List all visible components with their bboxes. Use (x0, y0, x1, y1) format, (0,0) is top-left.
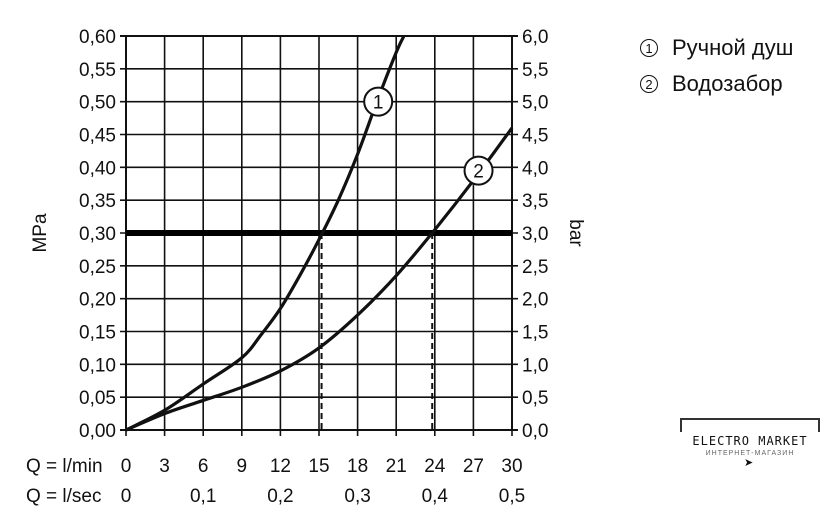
y-tick-label-left: 0,40 (79, 158, 116, 179)
series-label-circle-1 (363, 86, 394, 117)
x-tick-label: 0 (121, 486, 132, 507)
y-tick-label-left: 0,25 (79, 257, 116, 278)
y-axis-title-left: MPa (30, 213, 51, 253)
x-tick-label: 0,1 (190, 486, 216, 507)
series-label-1: 1 (373, 93, 384, 114)
x-tick-label: 30 (501, 456, 522, 477)
legend-label-1: Ручной душ (672, 35, 794, 60)
y-tick-label-left: 0,45 (79, 126, 116, 147)
series-line-2 (125, 126, 514, 432)
x-tick-label: 27 (463, 456, 484, 477)
legend-item-1: 1 Ручной душ (640, 30, 793, 66)
x-row-label: Q = l/min (26, 456, 103, 477)
x-tick-label: 12 (270, 456, 291, 477)
x-tick-label: 0,2 (267, 486, 293, 507)
x-tick-label: 0,4 (422, 486, 449, 507)
y-tick-label-right: 6,0 (522, 27, 548, 48)
pressure-flow-chart: 12 0,00 0,00,05 0,50,10 1,00,15 1,50,20 2,00,… (26, 27, 586, 507)
x-tick-label: 24 (424, 456, 446, 477)
legend: 1 Ручной душ 2 Водозабор (640, 30, 793, 102)
y-tick-label-right: 3,0 (522, 224, 548, 245)
y-tick-label-right: 0,0 (522, 421, 548, 442)
y-tick-label-right: 2,0 (522, 290, 548, 311)
x-row-label: Q = l/sec (26, 486, 102, 507)
x-tick-label: 9 (237, 456, 248, 477)
series-group: 12 (125, 36, 514, 432)
y-tick-label-left: 0,55 (79, 60, 116, 81)
y-tick-label-right: 1,0 (522, 355, 548, 376)
y-tick-label-right: 2,5 (522, 257, 548, 278)
y-tick-label-left: 0,50 (79, 93, 116, 114)
x-tick-label: 0 (121, 456, 132, 477)
x-tick-label: 3 (159, 456, 170, 477)
axis-labels: 0,00 0,00,05 0,50,10 1,00,15 1,50,20 2,00,25 2… (26, 27, 548, 507)
cursor-icon: ➤ (744, 457, 754, 469)
y-tick-label-left: 0,10 (79, 355, 116, 376)
y-tick-label-left: 0,60 (79, 27, 116, 48)
y-tick-label-left: 0,30 (79, 224, 116, 245)
y-tick-label-right: 4,5 (522, 126, 548, 147)
watermark-text: ELECTRO MARKET (692, 434, 808, 448)
y-tick-label-right: 4,0 (522, 158, 548, 179)
y-tick-label-right: 1,5 (522, 323, 548, 344)
y-tick-label-right: 0,5 (522, 388, 548, 409)
y-tick-label-left: 0,35 (79, 191, 116, 212)
reference-line-group (126, 230, 512, 430)
watermark-frame-right (818, 418, 820, 432)
legend-number-1: 1 (640, 39, 658, 57)
watermark-subtext: ИНТЕРНЕТ-МАГАЗИН (705, 450, 795, 457)
watermark-frame-top (680, 418, 820, 420)
y-tick-label-left: 0,05 (79, 388, 116, 409)
legend-item-2: 2 Водозабор (640, 66, 793, 102)
x-tick-label: 0,3 (344, 486, 370, 507)
x-tick-label: 21 (386, 456, 407, 477)
legend-number-2: 2 (640, 75, 658, 93)
watermark-frame-left (680, 418, 682, 432)
legend-label-2: Водозабор (672, 71, 783, 96)
watermark-logo: ELECTRO MARKET ИНТЕРНЕТ-МАГАЗИН ➤ (680, 418, 820, 469)
x-tick-label: 6 (198, 456, 209, 477)
y-tick-label-left: 0,15 (79, 323, 116, 344)
y-axis-title-right: bar (565, 219, 586, 247)
series-label-circle-2 (463, 155, 494, 186)
y-tick-label-right: 5,5 (522, 60, 548, 81)
x-tick-label: 0,5 (499, 486, 525, 507)
series-label-2: 2 (473, 162, 484, 183)
y-tick-label-left: 0,00 (79, 421, 116, 442)
y-tick-label-right: 3,5 (522, 191, 548, 212)
y-tick-label-right: 5,0 (522, 93, 548, 114)
x-tick-label: 15 (308, 456, 329, 477)
x-tick-label: 18 (347, 456, 368, 477)
y-tick-label-left: 0,20 (79, 290, 116, 311)
